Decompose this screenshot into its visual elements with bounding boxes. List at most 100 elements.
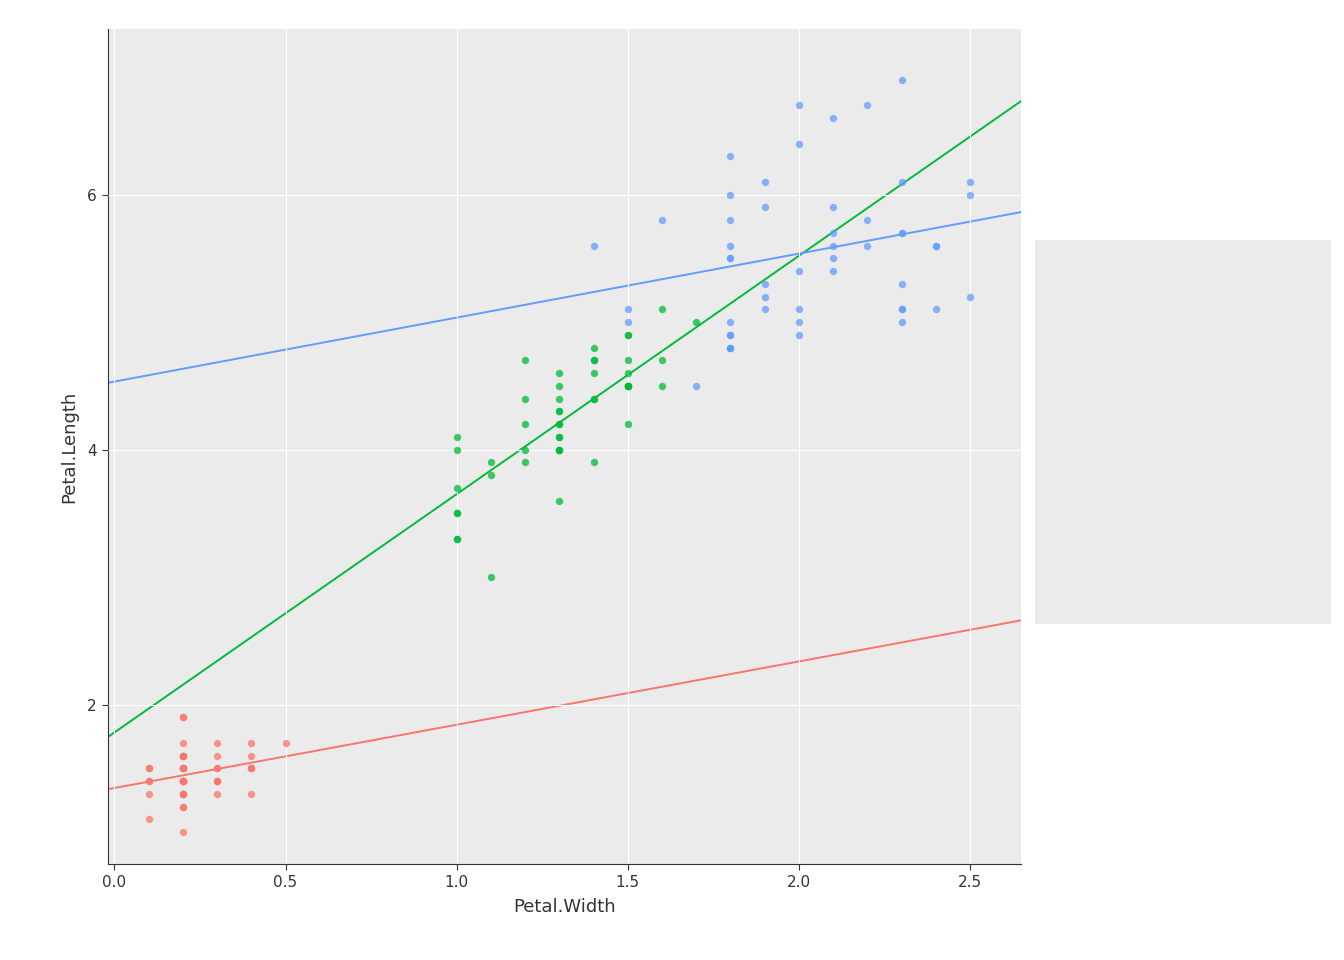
Point	[720, 212, 742, 228]
Point	[515, 455, 536, 470]
Point	[206, 774, 227, 789]
Point	[172, 709, 194, 725]
Point	[446, 531, 468, 546]
Point	[583, 455, 605, 470]
Point	[515, 417, 536, 432]
Point	[720, 251, 742, 266]
Point	[720, 238, 742, 253]
Point	[583, 352, 605, 368]
Point	[823, 251, 844, 266]
Point	[172, 774, 194, 789]
Point	[480, 569, 501, 585]
Point	[754, 289, 775, 304]
Point	[720, 340, 742, 355]
Point	[925, 238, 946, 253]
Point	[548, 442, 570, 457]
Point	[617, 327, 638, 343]
Point	[617, 352, 638, 368]
Point	[856, 98, 878, 113]
Point	[172, 760, 194, 776]
Point	[720, 327, 742, 343]
Point	[172, 760, 194, 776]
Point	[823, 226, 844, 241]
Point	[172, 774, 194, 789]
Point	[206, 760, 227, 776]
Point	[206, 735, 227, 751]
Point	[515, 442, 536, 457]
Point	[241, 760, 262, 776]
Point	[138, 774, 160, 789]
Point	[172, 774, 194, 789]
Point	[172, 748, 194, 763]
Point	[172, 786, 194, 802]
Point	[206, 760, 227, 776]
Point	[652, 378, 673, 394]
Point	[720, 340, 742, 355]
Point	[241, 760, 262, 776]
Point	[891, 301, 913, 317]
Point	[823, 200, 844, 215]
Point	[515, 352, 536, 368]
Point	[617, 378, 638, 394]
Point	[583, 238, 605, 253]
Point	[548, 417, 570, 432]
Point	[856, 238, 878, 253]
Point	[685, 378, 707, 394]
Point	[685, 314, 707, 329]
Point	[480, 455, 501, 470]
Point	[241, 735, 262, 751]
Point	[274, 735, 296, 751]
Point	[652, 301, 673, 317]
Point	[172, 799, 194, 814]
Point	[720, 314, 742, 329]
Point	[788, 263, 809, 278]
Point	[617, 366, 638, 381]
Point	[891, 72, 913, 87]
Point	[548, 378, 570, 394]
Point	[583, 340, 605, 355]
Point	[172, 799, 194, 814]
Point	[788, 314, 809, 329]
Point	[172, 709, 194, 725]
Point	[172, 774, 194, 789]
Point	[241, 760, 262, 776]
Point	[548, 429, 570, 444]
Point	[960, 187, 981, 203]
Point	[583, 352, 605, 368]
Point	[754, 200, 775, 215]
Point	[206, 774, 227, 789]
Point	[172, 760, 194, 776]
Point	[583, 391, 605, 406]
Point	[172, 774, 194, 789]
Point	[206, 774, 227, 789]
Point	[583, 366, 605, 381]
Point	[138, 774, 160, 789]
Point	[206, 786, 227, 802]
Point	[548, 442, 570, 457]
Point	[617, 378, 638, 394]
Point	[617, 417, 638, 432]
Point	[788, 98, 809, 113]
Point	[617, 378, 638, 394]
Point	[446, 506, 468, 521]
Point	[548, 391, 570, 406]
Point	[720, 251, 742, 266]
Point	[617, 378, 638, 394]
Point	[617, 327, 638, 343]
Point	[446, 506, 468, 521]
Point	[241, 748, 262, 763]
Point	[720, 340, 742, 355]
Point	[754, 174, 775, 189]
Y-axis label: Petal.Length: Petal.Length	[60, 391, 78, 502]
Point	[548, 492, 570, 508]
Point	[925, 301, 946, 317]
Point	[206, 748, 227, 763]
Point	[172, 748, 194, 763]
Point	[172, 748, 194, 763]
Point	[172, 748, 194, 763]
Point	[788, 327, 809, 343]
Point	[172, 735, 194, 751]
Point	[891, 174, 913, 189]
Point	[823, 110, 844, 126]
Point	[548, 403, 570, 419]
